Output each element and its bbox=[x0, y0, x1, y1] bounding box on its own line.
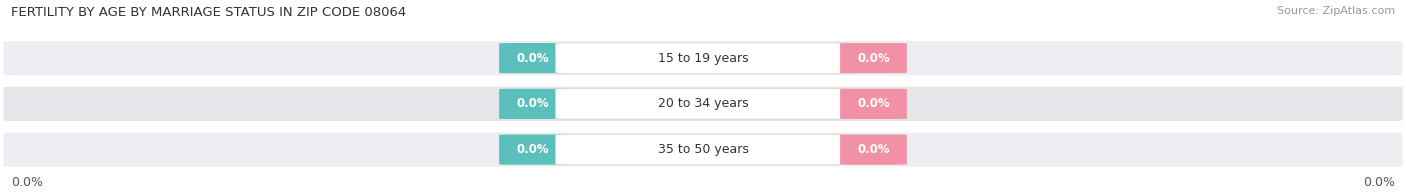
FancyBboxPatch shape bbox=[3, 132, 1403, 167]
FancyBboxPatch shape bbox=[841, 89, 907, 119]
Text: 0.0%: 0.0% bbox=[516, 97, 548, 110]
Text: 0.0%: 0.0% bbox=[516, 143, 548, 156]
FancyBboxPatch shape bbox=[3, 87, 1403, 121]
FancyBboxPatch shape bbox=[841, 134, 907, 165]
Text: 0.0%: 0.0% bbox=[858, 52, 890, 65]
Text: 0.0%: 0.0% bbox=[1362, 176, 1395, 189]
FancyBboxPatch shape bbox=[555, 89, 851, 119]
FancyBboxPatch shape bbox=[841, 43, 907, 73]
FancyBboxPatch shape bbox=[555, 134, 851, 165]
FancyBboxPatch shape bbox=[499, 89, 565, 119]
FancyBboxPatch shape bbox=[499, 43, 565, 73]
Text: FERTILITY BY AGE BY MARRIAGE STATUS IN ZIP CODE 08064: FERTILITY BY AGE BY MARRIAGE STATUS IN Z… bbox=[11, 6, 406, 19]
FancyBboxPatch shape bbox=[3, 41, 1403, 75]
Text: Source: ZipAtlas.com: Source: ZipAtlas.com bbox=[1277, 6, 1395, 16]
FancyBboxPatch shape bbox=[555, 43, 851, 73]
Text: 20 to 34 years: 20 to 34 years bbox=[658, 97, 748, 110]
Text: 0.0%: 0.0% bbox=[858, 97, 890, 110]
Text: 0.0%: 0.0% bbox=[11, 176, 44, 189]
Text: 35 to 50 years: 35 to 50 years bbox=[658, 143, 748, 156]
FancyBboxPatch shape bbox=[499, 134, 565, 165]
Text: 0.0%: 0.0% bbox=[858, 143, 890, 156]
Text: 15 to 19 years: 15 to 19 years bbox=[658, 52, 748, 65]
Text: 0.0%: 0.0% bbox=[516, 52, 548, 65]
